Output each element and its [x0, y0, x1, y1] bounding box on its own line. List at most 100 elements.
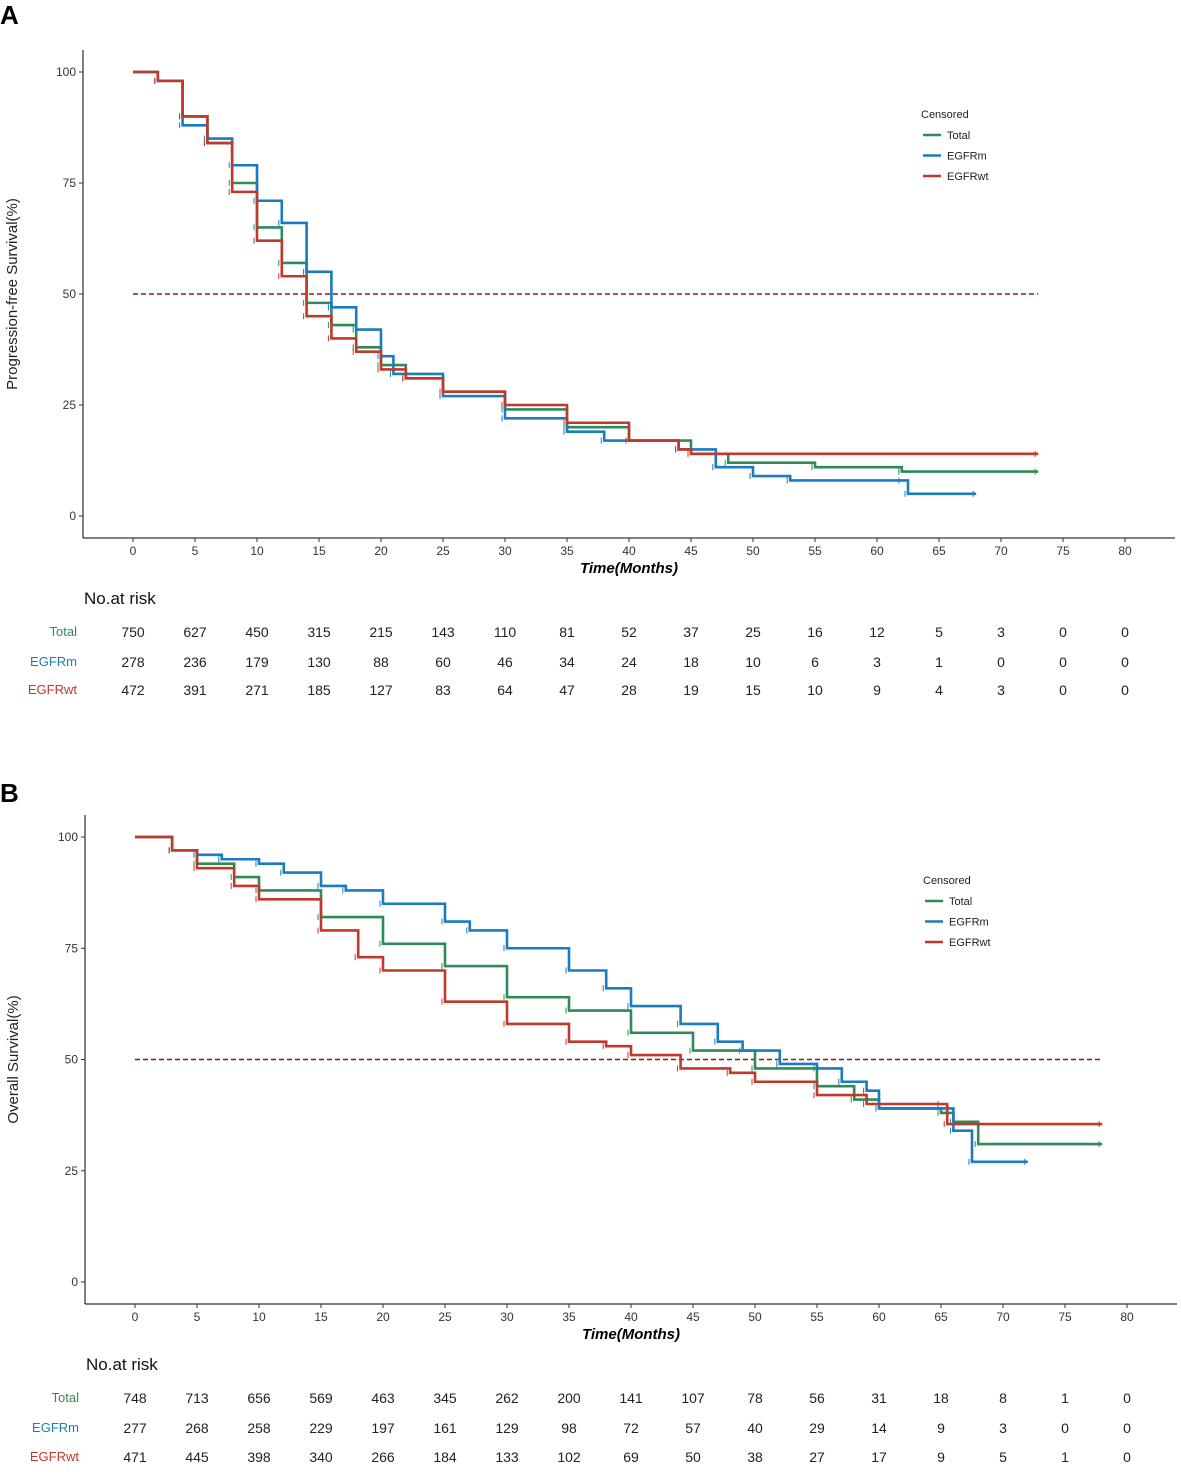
legend-label-egfrm: EGFRm: [949, 917, 989, 929]
x-tick-label: 45: [684, 544, 698, 558]
legend-label-egfrm: EGFRm: [947, 151, 987, 163]
y-tick-label: 50: [65, 1053, 79, 1067]
legend-label-total: Total: [947, 130, 970, 142]
risk-value: 0: [1121, 624, 1129, 640]
risk-value: 143: [431, 624, 455, 640]
risk-value: 0: [1059, 654, 1067, 670]
risk-value: 184: [433, 1449, 457, 1465]
y-tick-label: 100: [58, 830, 78, 844]
x-tick-label: 65: [934, 1310, 948, 1324]
risk-value: 10: [745, 654, 761, 670]
x-axis-title: Time(Months): [580, 560, 678, 577]
x-tick-label: 60: [870, 544, 884, 558]
risk-value: 16: [807, 624, 823, 640]
risk-value: 0: [1121, 682, 1129, 698]
risk-value: 28: [621, 682, 637, 698]
risk-value: 161: [433, 1420, 457, 1436]
x-tick-label: 80: [1118, 544, 1132, 558]
legend-label-egfrwt: EGFRwt: [947, 171, 989, 183]
risk-value: 12: [869, 624, 885, 640]
risk-value: 52: [621, 624, 637, 640]
risk-value: 656: [247, 1390, 271, 1406]
risk-value: 6: [811, 654, 819, 670]
risk-value: 750: [121, 624, 145, 640]
x-tick-label: 20: [374, 544, 388, 558]
y-tick-label: 75: [63, 176, 77, 190]
risk-value: 3: [997, 624, 1005, 640]
risk-value: 88: [373, 654, 389, 670]
risk-value: 277: [123, 1420, 147, 1436]
risk-row-label-egfrm: EGFRm: [30, 654, 77, 669]
risk-value: 17: [871, 1449, 887, 1465]
x-tick-label: 40: [624, 1310, 638, 1324]
risk-row-label-egfrwt: EGFRwt: [30, 1449, 80, 1464]
risk-value: 102: [557, 1449, 581, 1465]
x-tick-label: 35: [562, 1310, 576, 1324]
risk-value: 133: [495, 1449, 519, 1465]
x-tick-label: 65: [932, 544, 946, 558]
risk-value: 37: [683, 624, 699, 640]
risk-value: 0: [1123, 1449, 1131, 1465]
y-tick-label: 50: [63, 287, 77, 301]
risk-table-title: No.at risk: [84, 589, 156, 608]
risk-value: 266: [371, 1449, 395, 1465]
x-tick-label: 75: [1056, 544, 1070, 558]
risk-value: 19: [683, 682, 699, 698]
risk-value: 64: [497, 682, 513, 698]
risk-value: 345: [433, 1390, 457, 1406]
risk-value: 31: [871, 1390, 887, 1406]
risk-value: 60: [435, 654, 451, 670]
x-tick-label: 25: [438, 1310, 452, 1324]
risk-value: 27: [809, 1449, 825, 1465]
x-tick-label: 30: [500, 1310, 514, 1324]
risk-value: 185: [307, 682, 331, 698]
risk-value: 8: [999, 1390, 1007, 1406]
risk-value: 46: [497, 654, 513, 670]
risk-value: 24: [621, 654, 637, 670]
risk-value: 200: [557, 1390, 581, 1406]
risk-value: 141: [619, 1390, 643, 1406]
legend-label-total: Total: [949, 896, 972, 908]
risk-value: 98: [561, 1420, 577, 1436]
risk-row-label-total: Total: [50, 624, 78, 639]
y-tick-label: 75: [65, 941, 79, 955]
risk-value: 83: [435, 682, 451, 698]
risk-value: 215: [369, 624, 393, 640]
risk-value: 471: [123, 1449, 147, 1465]
risk-value: 0: [1123, 1390, 1131, 1406]
risk-value: 258: [247, 1420, 271, 1436]
survival-curve-egfrwt: [135, 835, 1103, 1126]
risk-value: 0: [1059, 624, 1067, 640]
x-tick-label: 50: [748, 1310, 762, 1324]
risk-value: 627: [183, 624, 207, 640]
risk-value: 78: [747, 1390, 763, 1406]
x-tick-label: 35: [560, 544, 574, 558]
risk-value: 278: [121, 654, 145, 670]
risk-value: 4: [935, 682, 943, 698]
risk-value: 315: [307, 624, 331, 640]
risk-value: 81: [559, 624, 575, 640]
x-tick-label: 5: [194, 1310, 201, 1324]
risk-value: 748: [123, 1390, 147, 1406]
x-tick-label: 45: [686, 1310, 700, 1324]
panel-label: B: [0, 778, 19, 808]
legend-title: Censored: [923, 875, 971, 887]
x-tick-label: 80: [1120, 1310, 1134, 1324]
risk-value: 3: [999, 1420, 1007, 1436]
risk-value: 271: [245, 682, 269, 698]
x-tick-label: 15: [314, 1310, 328, 1324]
x-tick-label: 10: [250, 544, 264, 558]
x-tick-label: 15: [312, 544, 326, 558]
survival-curve-total: [133, 70, 1039, 473]
x-tick-label: 0: [130, 544, 137, 558]
risk-value: 1: [1061, 1390, 1069, 1406]
risk-value: 569: [309, 1390, 333, 1406]
legend-title: Censored: [921, 109, 969, 121]
y-tick-label: 0: [71, 1275, 78, 1289]
y-axis-title: Overall Survival(%): [5, 995, 22, 1123]
risk-value: 450: [245, 624, 269, 640]
risk-value: 268: [185, 1420, 209, 1436]
risk-value: 229: [309, 1420, 333, 1436]
